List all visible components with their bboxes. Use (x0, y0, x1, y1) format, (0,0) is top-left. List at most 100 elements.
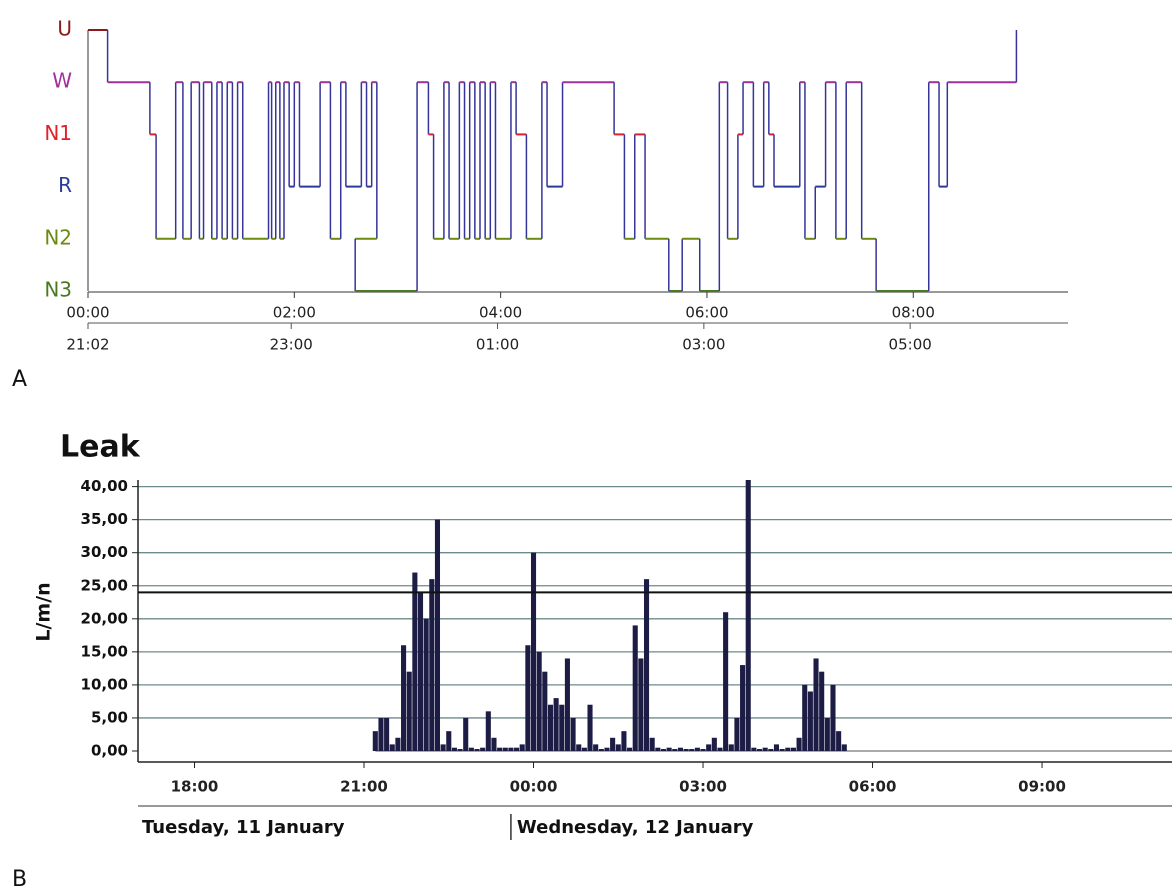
x2-tick-label: 23:00 (270, 336, 313, 354)
bar (395, 737, 401, 751)
bar (429, 579, 435, 751)
x2-tick-label: 03:00 (682, 336, 725, 354)
x-tick-label: 06:00 (849, 778, 897, 796)
bar (660, 749, 667, 751)
y-tick-label: 35,00 (81, 510, 128, 528)
bar (683, 749, 689, 751)
bar (751, 747, 757, 751)
bar (728, 744, 734, 751)
bar (423, 618, 429, 751)
bar (740, 665, 746, 751)
bar (525, 645, 531, 751)
y-tick-label: 0,00 (91, 742, 128, 760)
bar (655, 747, 661, 751)
bar (434, 519, 441, 751)
y-tick-label: N3 (44, 278, 72, 302)
bar (802, 684, 808, 751)
bar (700, 749, 706, 751)
bar (542, 671, 548, 751)
x2-tick-label: 21:02 (66, 336, 109, 354)
bar (530, 552, 537, 751)
bar (643, 579, 650, 751)
bar (502, 747, 508, 751)
bar (519, 744, 525, 751)
bar (689, 749, 695, 751)
x-tick-label: 21:00 (340, 778, 388, 796)
y-tick-label: 40,00 (81, 477, 128, 495)
y-tick-label: 25,00 (81, 576, 128, 594)
bar (547, 704, 554, 751)
x-tick-label: 00:00 (510, 778, 558, 796)
bar (576, 744, 582, 751)
y-tick-label: 20,00 (81, 609, 128, 627)
bar (615, 744, 621, 751)
bar (378, 717, 384, 751)
bar (480, 747, 486, 751)
x-tick-label: 09:00 (1018, 778, 1066, 796)
bar (830, 684, 836, 751)
y-tick-label: 10,00 (81, 675, 128, 693)
y-tick-label: N1 (44, 121, 72, 145)
x-tick-label: 08:00 (892, 304, 935, 322)
bar (389, 744, 395, 751)
panel-label: A (12, 367, 27, 392)
bar (497, 747, 503, 751)
bar (417, 592, 424, 751)
x-tick-label: 02:00 (273, 304, 316, 322)
bar (711, 737, 717, 751)
bar (508, 747, 514, 751)
bar (440, 744, 446, 751)
bar (514, 747, 520, 751)
bar (819, 671, 825, 751)
x-tick-label: 18:00 (171, 778, 219, 796)
bar (632, 625, 638, 751)
x2-tick-label: 01:00 (476, 336, 519, 354)
bar (649, 737, 655, 751)
date-label: Tuesday, 11 January (142, 817, 345, 838)
bar (463, 717, 469, 751)
bar (468, 747, 474, 751)
bar (621, 731, 627, 751)
bar (785, 747, 791, 751)
bar (723, 612, 729, 751)
y-tick-label: W (52, 69, 72, 93)
bar (762, 747, 768, 751)
bar (401, 645, 407, 751)
bar (581, 747, 587, 751)
bar (694, 747, 700, 751)
x-tick-label: 03:00 (679, 778, 727, 796)
bar (406, 671, 412, 751)
bar (536, 651, 542, 751)
bar (734, 717, 740, 751)
bar (745, 480, 751, 751)
bar (457, 749, 463, 751)
bar (593, 744, 599, 751)
bar (451, 747, 457, 751)
x2-tick-label: 05:00 (889, 336, 932, 354)
bar (813, 658, 819, 751)
bar (807, 691, 813, 751)
x-tick-label: 00:00 (66, 304, 109, 322)
y-tick-label: N2 (44, 225, 72, 249)
bar (796, 737, 802, 751)
bar (779, 749, 785, 751)
bar (756, 749, 763, 751)
bar (598, 749, 604, 751)
bar (372, 731, 378, 751)
y-tick-label: 15,00 (81, 642, 128, 660)
x-tick-label: 04:00 (479, 304, 522, 322)
bar (824, 717, 830, 751)
bar (627, 747, 633, 751)
y-axis-label: L/m/n (33, 582, 55, 641)
bar (768, 749, 774, 751)
bar (836, 731, 842, 751)
bar (384, 717, 390, 751)
bar (553, 698, 559, 751)
bar (841, 744, 847, 751)
bar (570, 717, 576, 751)
bar (485, 711, 491, 751)
bar (717, 747, 723, 751)
bar (446, 731, 452, 751)
bar (666, 747, 672, 751)
